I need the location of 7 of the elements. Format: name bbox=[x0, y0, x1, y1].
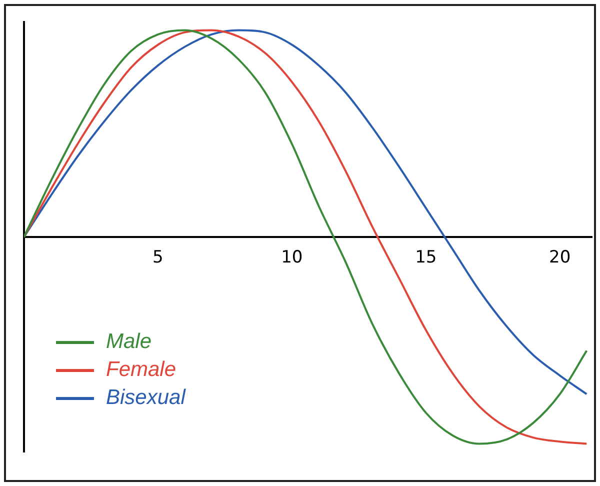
legend-label: Female bbox=[106, 358, 176, 382]
legend-label: Bisexual bbox=[106, 386, 186, 410]
x-tick-label: 15 bbox=[415, 248, 437, 268]
x-tick-label: 10 bbox=[281, 248, 303, 268]
legend-label: Male bbox=[106, 330, 152, 354]
x-tick-label: 20 bbox=[549, 248, 571, 268]
x-tick-label: 5 bbox=[152, 248, 164, 268]
